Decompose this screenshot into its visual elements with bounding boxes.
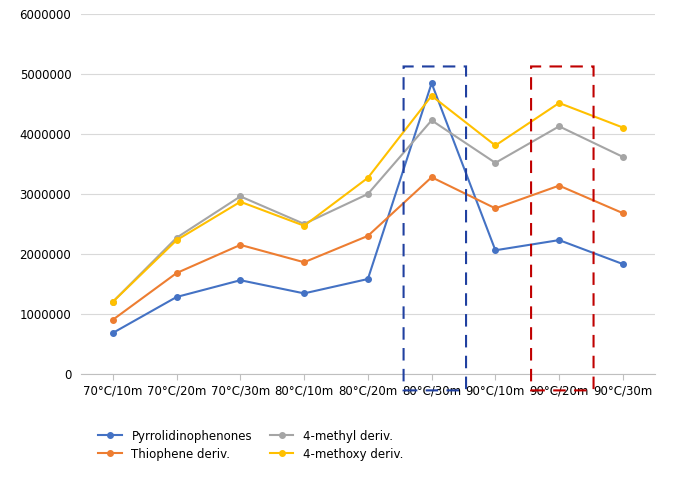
Pyrrolidinophenones: [555, 237, 563, 243]
Thiophene deriv.: [173, 270, 181, 276]
Thiophene deriv.: [236, 242, 244, 248]
4-methoxy deriv.: [109, 299, 117, 305]
4-methoxy deriv.: [427, 93, 435, 99]
Pyrrolidinophenones: [364, 276, 372, 282]
Pyrrolidinophenones: [300, 290, 308, 296]
Pyrrolidinophenones: [619, 261, 627, 267]
Line: Thiophene deriv.: Thiophene deriv.: [110, 174, 626, 322]
4-methoxy deriv.: [555, 100, 563, 106]
4-methyl deriv.: [109, 299, 117, 305]
Line: 4-methoxy deriv.: 4-methoxy deriv.: [110, 93, 626, 305]
4-methoxy deriv.: [619, 125, 627, 130]
4-methyl deriv.: [427, 117, 435, 123]
Line: Pyrrolidinophenones: Pyrrolidinophenones: [110, 80, 626, 336]
4-methoxy deriv.: [173, 237, 181, 243]
Pyrrolidinophenones: [491, 248, 500, 253]
4-methoxy deriv.: [364, 175, 372, 181]
Legend: Pyrrolidinophenones, Thiophene deriv., 4-methyl deriv., 4-methoxy deriv.: Pyrrolidinophenones, Thiophene deriv., 4…: [99, 430, 403, 460]
Thiophene deriv.: [364, 233, 372, 239]
Pyrrolidinophenones: [427, 80, 435, 86]
Thiophene deriv.: [491, 205, 500, 211]
4-methoxy deriv.: [491, 143, 500, 148]
4-methyl deriv.: [173, 235, 181, 240]
4-methyl deriv.: [300, 221, 308, 227]
4-methyl deriv.: [491, 160, 500, 166]
4-methyl deriv.: [619, 154, 627, 160]
4-methyl deriv.: [236, 194, 244, 199]
4-methyl deriv.: [555, 124, 563, 129]
Thiophene deriv.: [555, 183, 563, 189]
4-methyl deriv.: [364, 191, 372, 197]
Thiophene deriv.: [109, 317, 117, 323]
4-methoxy deriv.: [300, 223, 308, 228]
Thiophene deriv.: [300, 260, 308, 265]
Pyrrolidinophenones: [236, 277, 244, 283]
4-methoxy deriv.: [236, 199, 244, 205]
Pyrrolidinophenones: [173, 294, 181, 300]
Thiophene deriv.: [427, 174, 435, 180]
Line: 4-methyl deriv.: 4-methyl deriv.: [110, 117, 626, 305]
Pyrrolidinophenones: [109, 330, 117, 336]
Thiophene deriv.: [619, 210, 627, 216]
